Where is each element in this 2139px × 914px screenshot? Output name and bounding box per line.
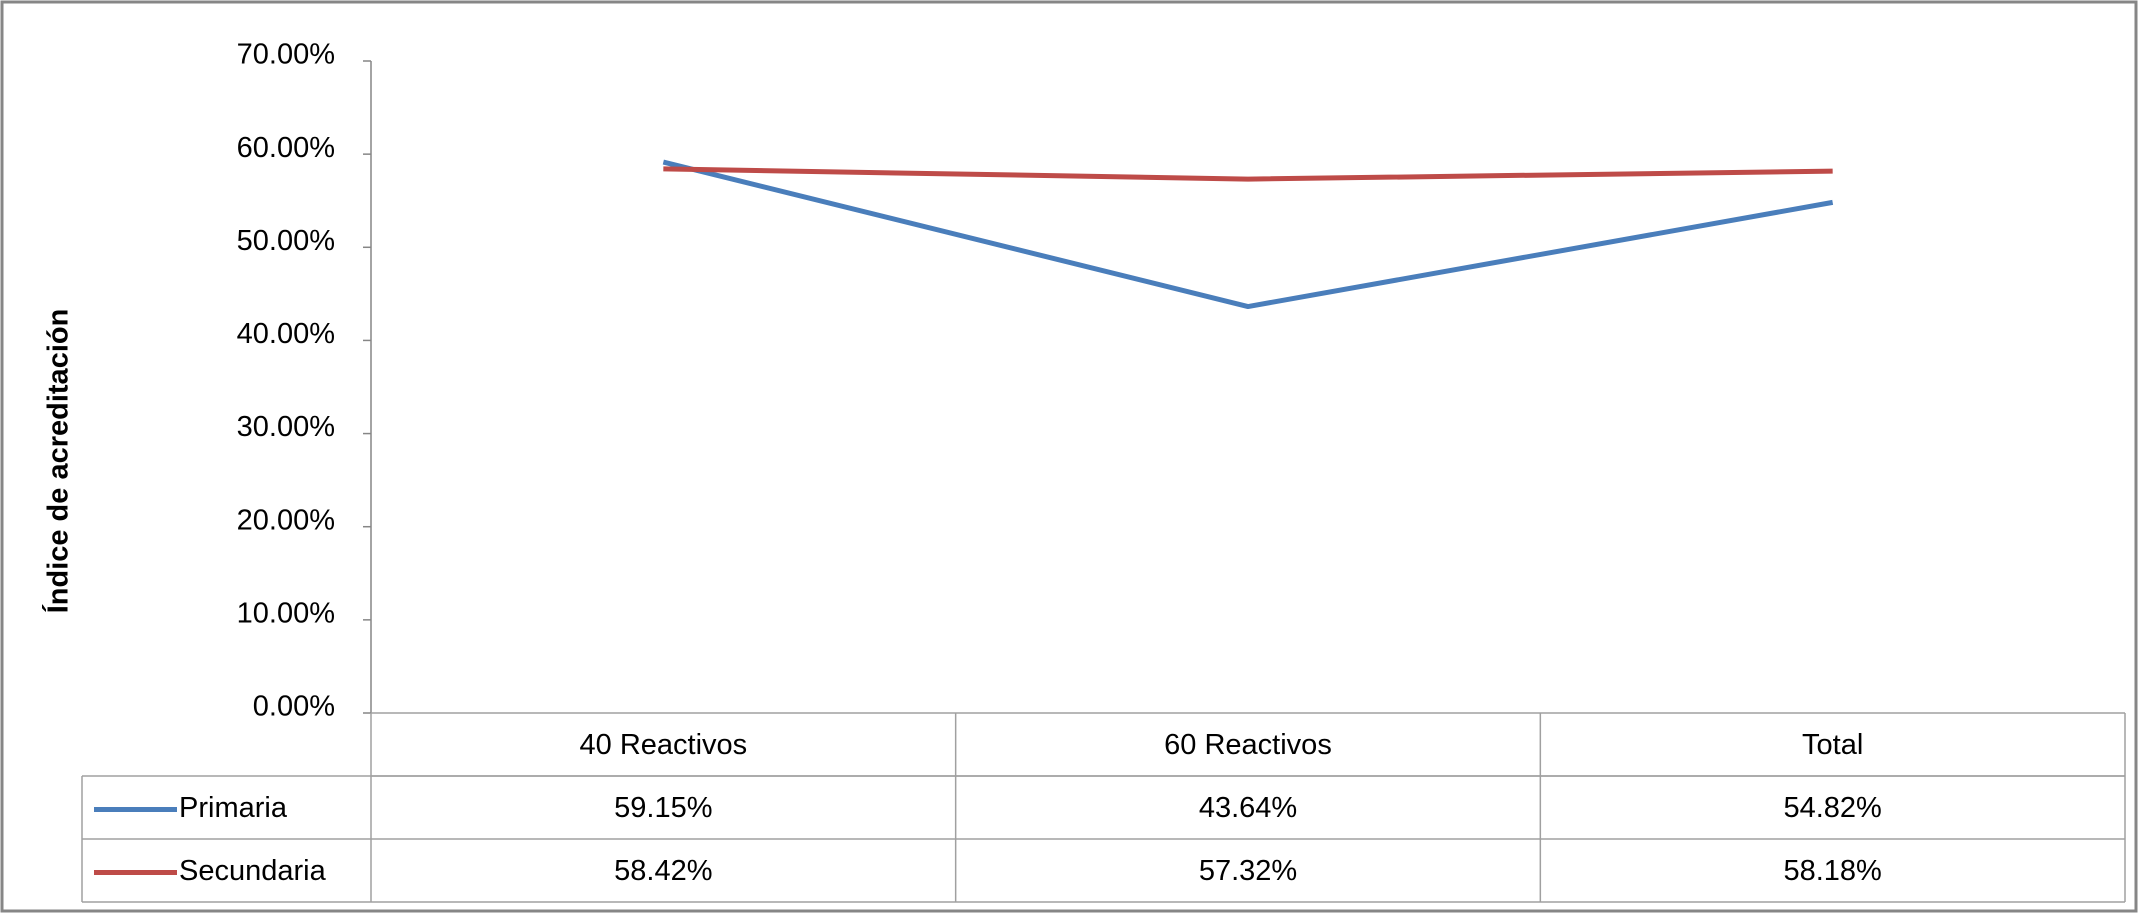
y-axis-title: Índice de acreditación [41,309,75,614]
series-line [662,159,1834,310]
x-tick-label: 60 Reactivos [1164,729,1332,761]
y-tick-label: 0.00% [253,691,335,723]
y-tick-label: 30.00% [237,411,335,443]
x-tick-label: 40 Reactivos [580,729,748,761]
y-tick-label: 40.00% [237,318,335,350]
legend-entry: Primaria [179,792,288,824]
y-tick-label: 10.00% [237,598,335,630]
series-line [663,166,1833,182]
y-tick-label: 70.00% [237,39,335,71]
data-table-value: 57.32% [1199,855,1297,887]
data-table-value: 58.42% [614,855,712,887]
data-table-value: 54.82% [1783,792,1881,824]
data-table-value: 43.64% [1199,792,1297,824]
data-table-value: 58.18% [1783,855,1881,887]
y-tick-label: 50.00% [237,225,335,257]
y-tick-label: 20.00% [237,504,335,536]
data-table-value: 59.15% [614,792,712,824]
y-tick-label: 60.00% [237,132,335,164]
legend-entry: Secundaria [179,855,327,887]
x-tick-label: Total [1802,729,1863,761]
